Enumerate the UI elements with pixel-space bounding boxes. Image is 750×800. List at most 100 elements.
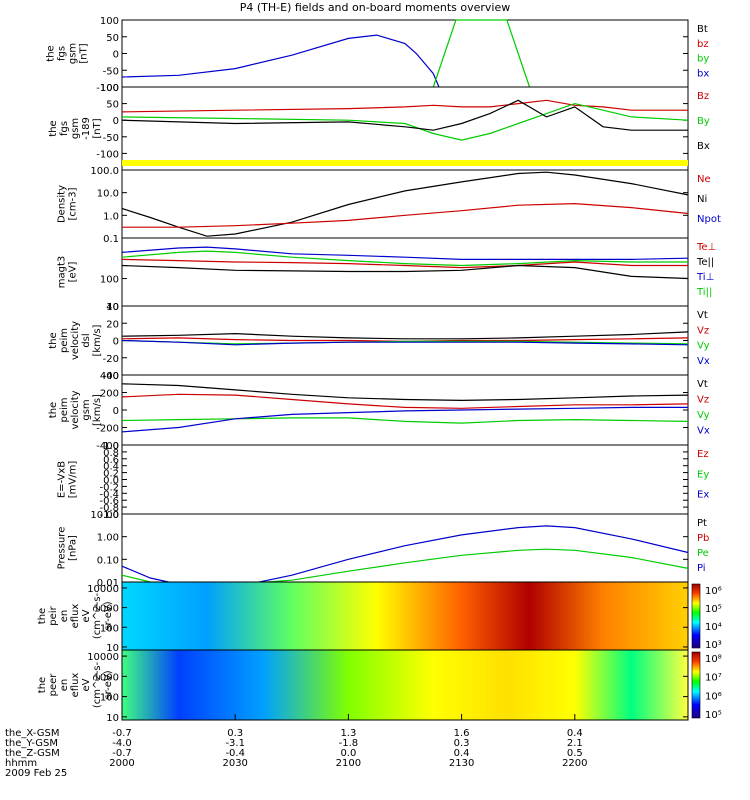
series-vt-line: [121, 383, 689, 402]
series-bz-line: [121, 99, 688, 113]
y-tick-label: 10: [106, 302, 119, 313]
y-tick-label: -400: [96, 441, 119, 452]
heatmap-image: [122, 650, 688, 720]
series-vt-line: [121, 331, 689, 340]
y-axis-label: velocity: [70, 321, 81, 360]
panel-8: 10.00 1.00 0.10 0.01 Pressure [nPa] Pt Pb Pe Pi: [57, 510, 709, 590]
legend-label: Vx: [697, 426, 710, 437]
x-axis-value: 1.3: [340, 728, 356, 739]
x-axis-row-label: the_X-GSM: [5, 728, 59, 739]
x-axis-value: 0.5: [567, 748, 583, 759]
y-axis-label: gsm: [81, 399, 92, 420]
legend-label: Vy: [697, 341, 710, 352]
y-tick-label: 100: [100, 275, 119, 286]
y-axis-label: -189: [81, 117, 92, 140]
y-tick-label: 0.2: [103, 469, 119, 480]
x-axis-row-label: 2009 Feb 25: [5, 768, 67, 779]
y-tick-label: 1.0: [103, 441, 119, 452]
y-axis-label: the: [48, 402, 59, 418]
y-tick-label: 100: [100, 16, 119, 27]
y-tick-label: -100: [96, 149, 119, 160]
panel-frame: [121, 444, 689, 515]
y-axis-label: fgs: [59, 121, 70, 136]
series-ni-line: [121, 171, 689, 237]
y-axis-label: dsl: [81, 333, 92, 347]
y-axis-label: eV: [81, 678, 92, 691]
panel-2: 100 50 0 -50 -100 the fgs gsm -189 [nT] Bz By Bx: [48, 83, 710, 171]
series-by-line: [432, 19, 531, 88]
y-tick-label: -0.6: [99, 496, 119, 507]
x-axis-value: 2130: [449, 758, 474, 769]
y-tick-label: -20: [103, 354, 119, 365]
y-tick-label: 200: [100, 389, 119, 400]
legend-label: Pi: [697, 563, 706, 574]
heatmap-image: [122, 582, 688, 650]
legend-label: By: [697, 116, 710, 127]
legend-label: Bx: [697, 141, 710, 152]
x-axis-value: 0.3: [227, 728, 243, 739]
y-tick-label: 100: [100, 83, 119, 94]
y-axis-label: peim: [59, 397, 70, 422]
y-axis-label: the: [48, 332, 59, 348]
y-axis-label: Pressure: [57, 527, 68, 570]
y-axis-label: [mV/m]: [68, 461, 79, 499]
panel-5: 40 20 0 -20 -40 the peim velocity dsl [km/s] Vt Vz V…: [48, 302, 710, 382]
legend-label: Vz: [697, 325, 709, 336]
panel-10: 10⁸ 10⁷ 10⁶ 10⁵ 10000 1000 100 10 the peer en eflux…: [37, 649, 722, 724]
legend-label: Vt: [697, 310, 708, 321]
legend-label: bz: [697, 39, 709, 50]
legend-label: Te||: [696, 257, 714, 268]
series-ti-line: [121, 246, 689, 260]
x-axis-row-label: hhmm: [5, 758, 37, 769]
y-tick-label: 0: [113, 50, 119, 61]
colorbar-tick-label: 10⁶: [705, 691, 722, 702]
y-tick-label: 0.1: [103, 234, 119, 245]
x-axis-row-label: the_Z-GSM: [5, 748, 60, 759]
y-axis-label: peim: [59, 328, 70, 353]
legend-label: Vz: [697, 395, 709, 406]
y-tick-label: 100.0: [90, 166, 119, 177]
y-axis-label: [km/s]: [92, 324, 103, 356]
y-tick-label: 10000: [87, 652, 119, 663]
x-axis-value: -4.0: [112, 738, 132, 749]
y-tick-label: 0.0: [103, 476, 119, 487]
y-axis-label: [nT]: [92, 118, 103, 138]
x-axis-value: -0.7: [112, 748, 132, 759]
x-axis-value: 0.0: [340, 748, 356, 759]
x-axis-value: -0.4: [225, 748, 245, 759]
panel-1: 100 50 0 -50 -100 the fgs gsm [nT] Bt bz by bx: [46, 16, 710, 94]
legend-label: Vx: [697, 356, 710, 367]
colorbar-tick-label: 10⁴: [705, 622, 722, 633]
series-vx-line: [121, 406, 688, 433]
y-tick-label: 100: [100, 623, 119, 634]
y-tick-label: 10.00: [90, 510, 119, 521]
y-tick-label: 1000: [94, 604, 119, 615]
legend-label: Pt: [697, 518, 707, 529]
series-pe-line: [121, 548, 689, 587]
x-axis-value: 2100: [336, 758, 361, 769]
legend-label: bx: [697, 68, 709, 79]
colorbar: [691, 583, 701, 649]
panel-6: 400 200 0 -200 -400 the peim velocity gsm [km/s] V…: [48, 371, 710, 452]
panel-9: 10⁶ 10⁵ 10⁴ 10³ 10000 1000 100 10 the peir en eflux…: [37, 581, 722, 654]
y-axis-label: eflux: [70, 604, 81, 629]
panel-frame: [121, 513, 689, 583]
y-axis-label: E=-VxB: [57, 461, 68, 498]
y-tick-label: -0.8: [99, 503, 119, 514]
y-axis-label: gsm: [70, 118, 81, 139]
y-tick-label: 1.0: [103, 211, 119, 222]
legend-label: Npot: [697, 214, 721, 225]
y-axis-label: eflux: [70, 673, 81, 698]
series-by-line: [121, 102, 689, 141]
x-axis-value: 0.3: [454, 738, 470, 749]
panel-frame: [121, 169, 689, 239]
y-tick-label: 0: [113, 406, 119, 417]
panel-frame: [121, 305, 689, 376]
y-axis-label: [nT]: [79, 43, 90, 63]
y-tick-label: 20: [106, 319, 119, 330]
y-tick-label: -40: [103, 371, 119, 382]
y-axis-label: en: [59, 679, 70, 692]
panel-4: 100 10 magt3 [eV] Te⊥ Te|| Ti⊥ Ti||: [57, 237, 716, 313]
series-vz-line: [121, 393, 689, 409]
y-axis-label: [cm-3]: [68, 187, 79, 220]
